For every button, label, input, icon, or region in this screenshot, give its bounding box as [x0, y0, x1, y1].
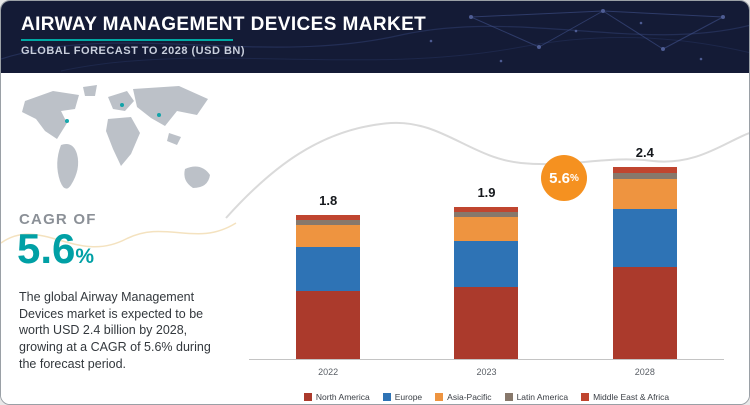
header: AIRWAY MANAGEMENT DEVICES MARKET GLOBAL …	[1, 1, 749, 73]
stacked-bar	[454, 207, 519, 359]
legend-label: Latin America	[516, 392, 569, 402]
cagr-value: 5.6%	[17, 225, 94, 273]
title-underline	[21, 39, 233, 41]
page-subtitle: GLOBAL FORECAST TO 2028 (USD BN)	[21, 45, 246, 57]
stacked-bar-chart: 1.8 1.9 2.4 2022 2023 2028 North America Euro…	[249, 95, 724, 402]
legend-swatch	[504, 393, 513, 401]
bar-column: 2.4	[612, 145, 677, 359]
cagr-number: 5.6	[17, 225, 76, 272]
bar-total-label: 1.8	[319, 193, 338, 208]
legend-item: Middle East & Africa	[581, 392, 669, 402]
cagr-percent-sign: %	[75, 245, 95, 268]
header-titles: AIRWAY MANAGEMENT DEVICES MARKET GLOBAL …	[1, 1, 749, 57]
cagr-badge-percent-sign: %	[569, 172, 579, 184]
bar-segment	[454, 241, 519, 287]
legend-swatch	[303, 393, 312, 401]
legend-swatch	[581, 393, 590, 401]
stacked-bar	[612, 167, 677, 359]
x-axis-label: 2023	[476, 367, 497, 377]
bar-segment	[296, 220, 361, 225]
content-area: CAGR OF 5.6% The global Airway Managemen…	[1, 73, 749, 404]
cagr-badge: 5.6%	[541, 155, 587, 201]
left-panel: CAGR OF 5.6% The global Airway Managemen…	[1, 73, 239, 404]
bar-segment	[454, 217, 519, 241]
chart-legend: North America Europe Asia-Pacific Latin Ame…	[249, 392, 724, 402]
bar-column: 1.9	[454, 185, 519, 359]
bar-total-label: 1.9	[477, 185, 496, 200]
legend-item: Asia-Pacific	[435, 392, 492, 402]
bar-segment	[612, 267, 677, 359]
bar-segment	[454, 287, 519, 359]
legend-item: North America	[303, 392, 370, 402]
legend-label: North America	[315, 392, 370, 402]
cagr-badge-number: 5.6	[549, 169, 570, 187]
legend-label: Europe	[394, 392, 423, 402]
x-axis-label: 2022	[318, 367, 339, 377]
bar-total-label: 2.4	[635, 145, 654, 160]
legend-swatch	[382, 393, 391, 401]
bar-segment	[612, 209, 677, 267]
bar-segment	[612, 179, 677, 209]
stacked-bar	[296, 215, 361, 359]
bar-column: 1.8	[296, 193, 361, 359]
legend-label: Asia-Pacific	[447, 392, 492, 402]
legend-swatch	[435, 393, 444, 401]
market-description: The global Airway Management Devices mar…	[19, 290, 211, 371]
legend-item: Europe	[382, 392, 423, 402]
bar-segment	[296, 291, 361, 359]
page-title: AIRWAY MANAGEMENT DEVICES MARKET	[21, 14, 427, 35]
legend-item: Latin America	[504, 392, 569, 402]
world-map-graphic	[22, 85, 210, 189]
legend-label: Middle East & Africa	[593, 392, 670, 402]
network-decoration-graphic	[1, 9, 749, 72]
bar-segment	[296, 247, 361, 291]
x-axis-label: 2028	[634, 367, 655, 377]
bar-segment	[296, 225, 361, 247]
x-axis-labels: 2022 2023 2028	[249, 367, 724, 377]
chart-plot: 1.8 1.9 2.4	[249, 95, 724, 360]
